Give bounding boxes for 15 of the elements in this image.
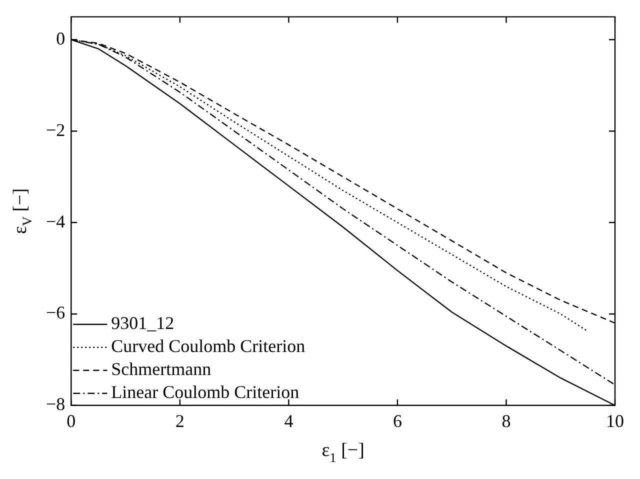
y-axis-title: εV [−]	[10, 188, 34, 234]
x-tick-label: 2	[175, 410, 184, 431]
y-tick-label: −8	[46, 394, 66, 414]
legend-label: Schmertmann	[111, 359, 212, 380]
y-tick-label: −4	[46, 211, 66, 232]
y-tick-label: 0	[56, 28, 66, 48]
legend-label: Linear Coulomb Criterion	[111, 382, 300, 402]
x-tick-label: 4	[284, 410, 294, 431]
y-tick-label: −6	[46, 302, 66, 323]
x-tick-label: 6	[392, 410, 402, 431]
x-tick-label: 10	[606, 410, 624, 431]
y-tick-label: −2	[46, 120, 66, 140]
x-tick-label: 8	[502, 410, 511, 431]
legend-label: 9301_12	[111, 313, 174, 334]
legend-label: Curved Coulomb Criterion	[111, 336, 306, 356]
